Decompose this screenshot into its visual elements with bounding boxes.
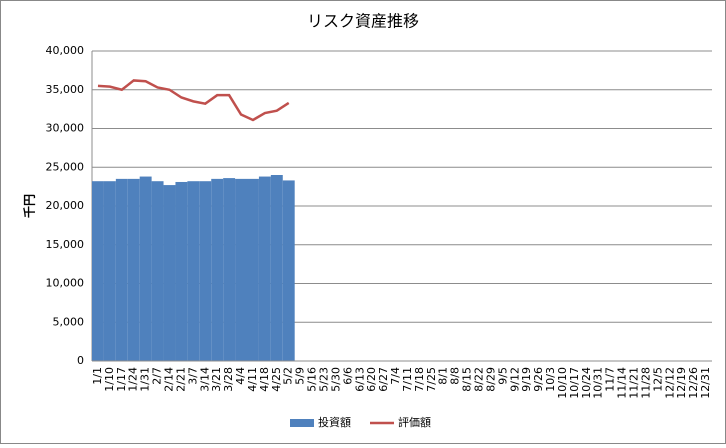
x-tick-label: 12/12 [663,367,676,399]
x-tick-label: 12/26 [687,367,700,399]
x-tick-label: 8/8 [449,367,462,385]
x-tick-label: 2/14 [163,367,176,392]
x-tick-label: 9/12 [508,367,521,392]
x-tick-label: 3/28 [222,367,235,392]
y-tick-label: 25,000 [46,160,85,173]
x-tick-label: 9/19 [520,367,533,392]
bar [223,178,236,361]
x-tick-label: 8/22 [473,367,486,392]
x-tick-label: 1/1 [91,367,104,385]
y-tick-label: 35,000 [46,83,85,96]
x-tick-label: 12/5 [651,367,664,392]
legend-swatch [290,419,314,427]
bar [103,181,116,361]
x-tick-label: 1/17 [115,367,128,392]
x-tick-label: 6/27 [377,367,390,392]
x-tick-label: 12/19 [675,367,688,399]
bar [187,181,200,361]
x-tick-label: 5/30 [329,367,342,392]
x-tick-label: 6/13 [353,367,366,392]
x-tick-label: 1/24 [127,367,140,392]
bar [175,181,188,361]
x-tick-label: 6/20 [365,367,378,392]
y-tick-label: 30,000 [46,122,85,135]
y-tick-label: 15,000 [46,238,85,251]
x-tick-label: 9/5 [496,367,509,385]
x-tick-label: 8/1 [437,367,450,385]
x-tick-label: 12/31 [699,367,712,399]
bar [270,175,283,361]
bar [151,181,164,361]
legend-label: 投資額 [318,415,351,429]
legend-label: 評価額 [398,415,431,429]
x-tick-label: 10/17 [568,367,581,399]
bar [235,178,247,361]
x-tick-label: 5/9 [294,367,307,385]
x-tick-label: 1/10 [103,367,116,392]
x-tick-label: 2/21 [174,367,187,392]
y-tick-label: 20,000 [46,199,85,212]
x-tick-label: 11/7 [604,367,617,392]
x-tick-label: 8/29 [484,367,497,392]
x-tick-label: 11/14 [616,367,629,399]
bar [247,178,259,361]
bar [282,180,295,361]
y-tick-label: 10,000 [46,277,85,290]
bar [127,178,140,361]
bar [139,176,152,361]
y-tick-label: 40,000 [46,44,85,57]
x-tick-label: 5/23 [318,367,331,392]
x-tick-label: 7/25 [425,367,438,392]
bar [163,185,176,361]
y-tick-label: 5,000 [53,315,85,328]
x-tick-label: 6/6 [341,367,354,385]
x-tick-label: 7/11 [401,367,414,392]
x-tick-label: 4/11 [246,367,259,392]
x-tick-label: 10/31 [592,367,605,399]
x-tick-label: 10/24 [580,367,593,399]
x-tick-label: 2/7 [151,367,164,385]
bar [211,178,224,361]
x-tick-label: 4/18 [258,367,271,392]
y-axis-label: 千円 [22,194,37,218]
x-tick-label: 10/3 [544,367,557,392]
x-tick-label: 3/7 [186,367,199,385]
x-tick-label: 3/21 [210,367,223,392]
x-tick-label: 11/21 [628,367,641,399]
x-tick-label: 5/16 [306,367,319,392]
x-tick-label: 11/28 [639,367,652,399]
chart-title: リスク資産推移 [307,12,419,31]
x-tick-label: 10/10 [556,367,569,399]
x-tick-label: 8/15 [461,367,474,392]
x-tick-label: 7/4 [389,367,402,385]
x-tick-label: 4/4 [234,367,247,385]
bar [115,178,128,361]
x-tick-label: 7/18 [413,367,426,392]
bar [92,181,104,361]
bar [199,181,212,361]
line [97,79,290,122]
x-tick-label: 1/31 [139,367,152,392]
bar [258,176,271,361]
x-tick-label: 3/14 [198,367,211,392]
x-tick-label: 4/25 [270,367,283,392]
x-tick-label: 5/2 [282,367,295,385]
y-tick-label: 0 [77,354,84,367]
x-tick-label: 9/26 [532,367,545,392]
